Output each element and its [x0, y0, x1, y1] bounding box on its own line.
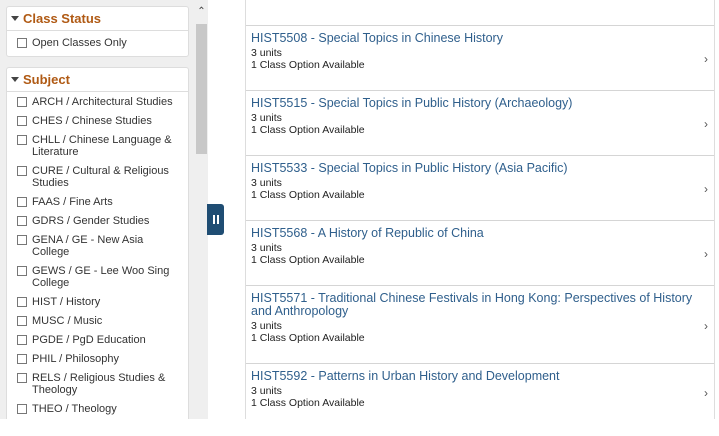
course-options: 1 Class Option Available	[251, 189, 365, 201]
chevron-right-icon[interactable]: ›	[704, 318, 708, 333]
checkbox[interactable]	[17, 166, 27, 176]
checkbox[interactable]	[17, 354, 27, 364]
course-options: 1 Class Option Available	[251, 124, 365, 136]
course-options: 1 Class Option Available	[251, 397, 365, 409]
filter-subject-item[interactable]: MUSC / Music	[7, 311, 188, 330]
filter-label: CHLL / Chinese Language & Literature	[32, 134, 172, 158]
checkbox[interactable]	[17, 266, 27, 276]
course-title-link[interactable]: HIST5533 - Special Topics in Public Hist…	[251, 161, 568, 175]
class-status-card: Class Status Open Classes Only	[6, 6, 189, 57]
filter-label: PHIL / Philosophy	[32, 353, 120, 365]
scrollbar[interactable]: ⌃	[195, 6, 208, 419]
filter-open-classes[interactable]: Open Classes Only	[7, 31, 188, 52]
checkbox[interactable]	[17, 216, 27, 226]
checkbox[interactable]	[17, 316, 27, 326]
collapse-icon	[11, 77, 19, 82]
chevron-right-icon[interactable]: ›	[704, 117, 708, 131]
course-units: 3 units	[251, 177, 282, 189]
filter-subject-item[interactable]: PHIL / Philosophy	[7, 349, 188, 368]
filter-label: GDRS / Gender Studies	[32, 215, 150, 227]
class-status-header[interactable]: Class Status	[7, 7, 188, 31]
collapse-icon	[11, 16, 19, 21]
checkbox[interactable]	[17, 135, 27, 145]
course-units: 3 units	[251, 385, 282, 397]
filter-subject-item[interactable]: GDRS / Gender Studies	[7, 211, 188, 230]
course-row[interactable]: HIST5533 - Special Topics in Public Hist…	[246, 155, 714, 220]
checkbox[interactable]	[17, 97, 27, 107]
course-row[interactable]: HIST5508 - Special Topics in Chinese His…	[246, 25, 714, 90]
course-title-link[interactable]: HIST5592 - Patterns in Urban History and…	[251, 369, 560, 383]
course-units: 3 units	[251, 242, 282, 254]
filter-subject-item[interactable]: GENA / GE - New Asia College	[7, 230, 188, 261]
filter-label: GEWS / GE - Lee Woo Sing College	[32, 265, 170, 289]
checkbox[interactable]	[17, 335, 27, 345]
checkbox[interactable]	[17, 197, 27, 207]
filter-subject-item[interactable]: PGDE / PgD Education	[7, 330, 188, 349]
filter-subject-item[interactable]: CHLL / Chinese Language & Literature	[7, 130, 188, 161]
filter-label: GENA / GE - New Asia College	[32, 234, 144, 258]
course-title-link[interactable]: HIST5568 - A History of Republic of Chin…	[251, 226, 484, 240]
filter-label: THEO / Theology	[32, 403, 117, 415]
course-row[interactable]: HIST5592 - Patterns in Urban History and…	[246, 363, 714, 419]
filter-label: PGDE / PgD Education	[32, 334, 146, 346]
checkbox[interactable]	[17, 116, 27, 126]
filter-label: CHES / Chinese Studies	[32, 115, 152, 127]
chevron-right-icon[interactable]: ›	[704, 385, 708, 400]
class-status-title: Class Status	[23, 11, 102, 26]
filter-subject-item[interactable]: ARCH / Architectural Studies	[7, 92, 188, 111]
course-row[interactable]: HIST5571 - Traditional Chinese Festivals…	[246, 285, 714, 363]
filter-label: ARCH / Architectural Studies	[32, 96, 173, 108]
course-title-link[interactable]: HIST5508 - Special Topics in Chinese His…	[251, 31, 503, 45]
subject-header[interactable]: Subject	[7, 68, 188, 92]
filter-subject-item[interactable]: HIST / History	[7, 292, 188, 311]
course-options: 1 Class Option Available	[251, 59, 365, 71]
course-options: 1 Class Option Available	[251, 254, 365, 266]
course-list: HIST5508 - Special Topics in Chinese His…	[245, 0, 715, 419]
chevron-right-icon[interactable]: ›	[704, 247, 708, 261]
subject-card: Subject ARCH / Architectural Studies CHES…	[6, 67, 189, 419]
filter-subject-item[interactable]: GEWS / GE - Lee Woo Sing College	[7, 261, 188, 292]
filter-label: HIST / History	[32, 296, 101, 308]
filter-subject-item[interactable]: CHES / Chinese Studies	[7, 111, 188, 130]
filter-subject-item[interactable]: RELS / Religious Studies & Theology	[7, 368, 188, 399]
course-units: 3 units	[251, 47, 282, 59]
course-units: 3 units	[251, 112, 282, 124]
checkbox[interactable]	[17, 404, 27, 414]
checkbox[interactable]	[17, 373, 27, 383]
course-units: 3 units	[251, 320, 282, 332]
checkbox[interactable]	[17, 297, 27, 307]
filter-label: MUSC / Music	[32, 315, 103, 327]
filter-subject-item[interactable]: FAAS / Fine Arts	[7, 192, 188, 211]
chevron-right-icon[interactable]: ›	[704, 52, 708, 66]
checkbox[interactable]	[17, 38, 27, 48]
course-row[interactable]: HIST5515 - Special Topics in Public Hist…	[246, 90, 714, 155]
course-title-link[interactable]: HIST5571 - Traditional Chinese Festivals…	[251, 291, 693, 318]
panel-toggle-button[interactable]	[207, 204, 224, 235]
course-options: 1 Class Option Available	[251, 332, 365, 344]
scrollbar-thumb[interactable]	[196, 24, 207, 154]
filter-label: CURE / Cultural & Religious Studies	[32, 165, 169, 189]
filter-subject-item[interactable]: CURE / Cultural & Religious Studies	[7, 161, 188, 192]
filter-label: FAAS / Fine Arts	[32, 196, 113, 208]
filter-label: RELS / Religious Studies & Theology	[32, 372, 166, 396]
course-row[interactable]: HIST5568 - A History of Republic of Chin…	[246, 220, 714, 285]
filter-label: Open Classes Only	[32, 37, 127, 49]
checkbox[interactable]	[17, 235, 27, 245]
filter-subject-item[interactable]: THEO / Theology	[7, 399, 188, 418]
subject-title: Subject	[23, 72, 70, 87]
course-title-link[interactable]: HIST5515 - Special Topics in Public Hist…	[251, 96, 573, 110]
filter-panel: Class Status Open Classes Only Subject A…	[0, 0, 208, 419]
chevron-right-icon[interactable]: ›	[704, 182, 708, 196]
scroll-up-icon[interactable]: ⌃	[197, 6, 206, 17]
